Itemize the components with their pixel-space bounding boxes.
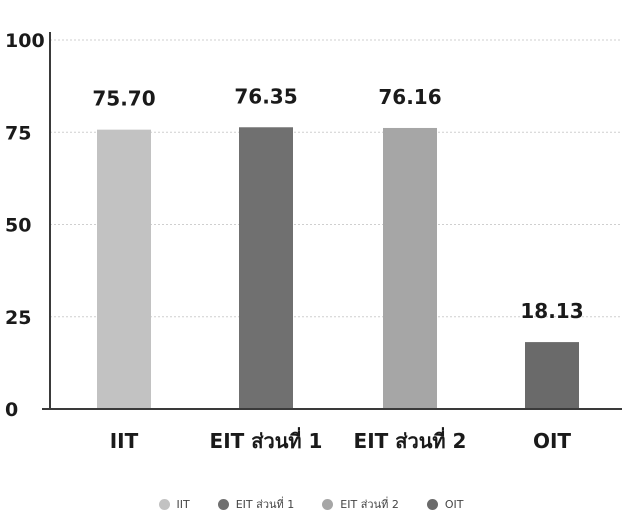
bar-value-label: 75.70 <box>92 87 155 111</box>
y-tick-label: 100 <box>5 30 45 52</box>
bar-value-label: 76.16 <box>378 85 441 109</box>
legend-swatch <box>217 498 229 510</box>
legend-item[interactable]: IIT <box>158 497 190 511</box>
legend-item[interactable]: EIT ส่วนที่ 1 <box>217 495 295 513</box>
legend-label: IIT <box>176 497 190 511</box>
x-category-label: EIT ส่วนที่ 1 <box>210 426 323 453</box>
value-labels: 75.70 76.35 76.16 18.13 <box>92 84 583 323</box>
x-category-label: OIT <box>533 429 571 453</box>
y-tick-label: 50 <box>5 215 31 237</box>
y-tick-label: 75 <box>5 122 31 144</box>
legend-swatch <box>322 498 334 510</box>
gridlines <box>50 39 622 318</box>
y-axis-ticks: 0 25 50 75 100 <box>5 30 45 421</box>
bar-chart: 0 25 50 75 100 75.70 76.35 76.16 18.13 IIT EIT ส… <box>5 30 622 453</box>
bar-0 <box>97 129 151 410</box>
legend-item[interactable]: OIT <box>426 497 464 511</box>
y-tick-label: 25 <box>5 307 31 329</box>
x-axis-categories: IIT EIT ส่วนที่ 1 EIT ส่วนที่ 2 OIT <box>110 426 572 453</box>
legend-swatch <box>158 498 170 510</box>
x-category-label: EIT ส่วนที่ 2 <box>354 426 467 453</box>
bar-1 <box>239 127 293 410</box>
bar-3 <box>525 342 579 409</box>
bar-value-label: 76.35 <box>234 84 297 108</box>
bar-value-label: 18.13 <box>520 299 583 323</box>
legend-label: EIT ส่วนที่ 1 <box>235 498 295 511</box>
bar-2 <box>383 127 437 409</box>
bars <box>97 127 579 410</box>
legend-label: OIT <box>444 497 464 511</box>
x-category-label: IIT <box>110 429 139 453</box>
legend-swatch <box>426 498 438 510</box>
y-tick-label: 0 <box>5 399 18 421</box>
legend-label: EIT ส่วนที่ 2 <box>340 498 399 511</box>
legend-item[interactable]: EIT ส่วนที่ 2 <box>322 495 399 513</box>
legend: IIT EIT ส่วนที่ 1 EIT ส่วนที่ 2 OIT <box>0 494 622 514</box>
